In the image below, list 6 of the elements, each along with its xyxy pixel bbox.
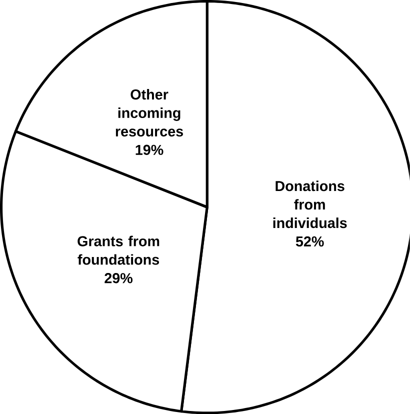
slice-label: Grants from foundations (78, 236, 160, 265)
slice-label: Donations from individuals (273, 180, 347, 228)
data-label: 29% (104, 273, 133, 284)
slice-label: Other incoming resources (116, 89, 184, 137)
data-label: 19% (136, 144, 164, 155)
data-label: 52% (296, 236, 324, 247)
